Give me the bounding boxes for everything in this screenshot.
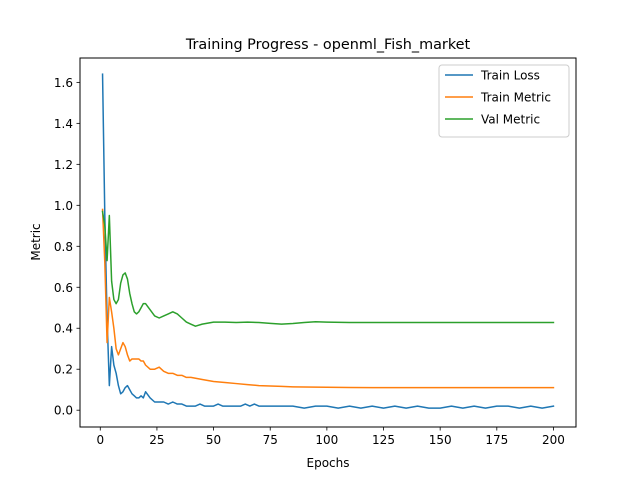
x-tick-label: 75 (263, 433, 278, 447)
chart-title: Training Progress - openml_Fish_market (185, 37, 471, 53)
x-tick-label: 175 (485, 433, 508, 447)
x-tick-label: 0 (96, 433, 104, 447)
y-tick-label: 0.0 (54, 404, 73, 418)
legend: Train Loss Train Metric Val Metric (438, 64, 570, 138)
y-tick-label: 0.6 (54, 281, 73, 295)
legend-label: Val Metric (481, 113, 540, 127)
x-tick-label: 125 (372, 433, 395, 447)
x-tick-label: 25 (149, 433, 164, 447)
x-tick-label: 150 (429, 433, 452, 447)
series-line-val-metric (101, 210, 555, 327)
y-axis-label: Metric (29, 223, 43, 260)
legend-label: Train Loss (480, 69, 540, 83)
series-line-train-metric (101, 208, 555, 389)
series-line-train-loss (101, 73, 555, 409)
y-tick-label: 0.2 (54, 363, 73, 377)
x-axis-ticks: 0 25 50 75 100 125 150 175 200 (96, 427, 565, 447)
plot-frame (79, 57, 577, 428)
y-tick-label: 1.2 (54, 158, 73, 172)
legend-label: Train Metric (480, 91, 551, 105)
y-tick-label: 0.4 (54, 322, 73, 336)
series-layer (101, 73, 555, 409)
y-tick-label: 1.6 (54, 76, 73, 90)
x-tick-label: 100 (315, 433, 338, 447)
x-axis-label: Epochs (307, 456, 350, 470)
y-tick-label: 0.8 (54, 240, 73, 254)
y-tick-label: 1.0 (54, 199, 73, 213)
y-tick-label: 1.4 (54, 117, 73, 131)
y-axis-ticks: 0.0 0.2 0.4 0.6 0.8 1.0 1.2 1.4 1.6 (54, 76, 80, 418)
x-tick-label: 200 (542, 433, 565, 447)
x-tick-label: 50 (206, 433, 221, 447)
